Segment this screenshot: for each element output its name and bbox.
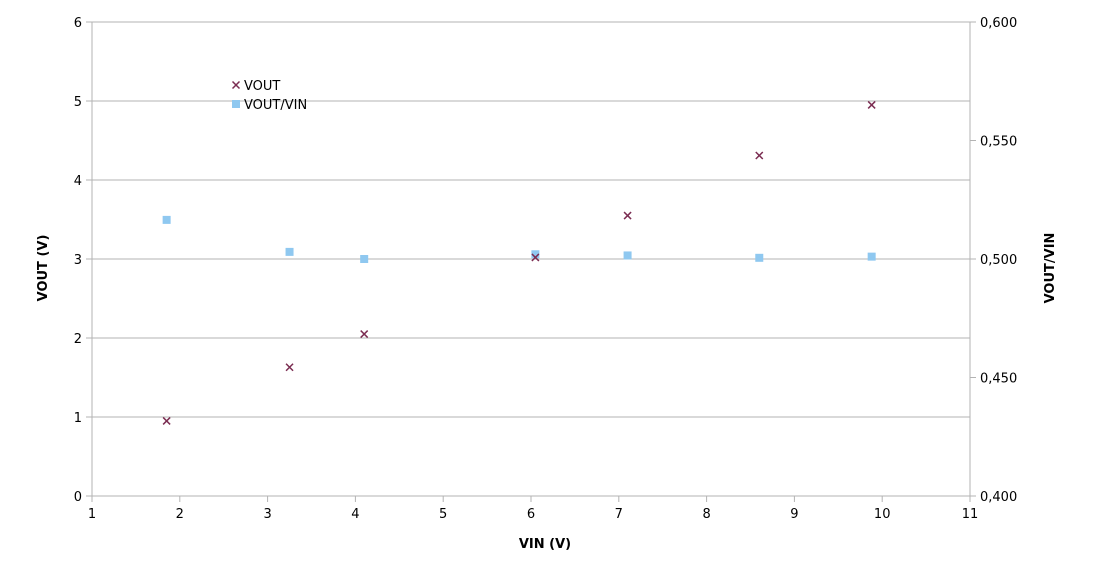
y-tick-label: 3 [74, 253, 82, 268]
grid-lines [92, 21, 970, 418]
x-tick-label: 11 [962, 507, 979, 522]
x-tick-label: 9 [790, 507, 798, 522]
vout-vin-point [867, 252, 876, 261]
x-tick-label: 7 [615, 507, 623, 522]
y2-tick-labels: 0,400 0,450 0,500 0,550 0,600 [980, 16, 1017, 505]
legend-label: VOUT [244, 79, 280, 94]
data-points [162, 100, 876, 425]
y-tick-label: 5 [74, 95, 82, 110]
y-tick-label: 6 [74, 16, 82, 31]
vout-point [623, 211, 632, 220]
legend-label: VOUT/VIN [244, 98, 307, 113]
y2-tick-label: 0,450 [980, 372, 1017, 387]
x-tick-label: 4 [351, 507, 359, 522]
y2-tick-label: 0,500 [980, 253, 1017, 268]
vout-vin-point [755, 253, 764, 262]
axes [86, 21, 976, 502]
legend-marker [232, 100, 240, 108]
y2-tick-label: 0,600 [980, 16, 1017, 31]
legend-marker [231, 80, 241, 90]
vout-vin-point [162, 215, 171, 224]
y2-tick-label: 0,550 [980, 135, 1017, 150]
vout-point [162, 416, 171, 425]
x-tick-label: 8 [702, 507, 710, 522]
x-tick-label: 2 [176, 507, 184, 522]
y-tick-label: 2 [74, 332, 82, 347]
vout-vin-point [531, 250, 540, 259]
vout-point [755, 151, 764, 160]
vout-vin-point [623, 251, 632, 260]
x-axis-title: VIN (V) [519, 537, 571, 552]
x-tick-labels: 1 2 3 4 5 6 7 8 9 10 11 [88, 507, 978, 522]
vout-point [285, 363, 294, 372]
y-axis-title: VOUT (V) [36, 235, 51, 302]
x-tick-label: 6 [527, 507, 535, 522]
x-tick-label: 5 [439, 507, 447, 522]
y-tick-labels: 0 1 2 3 4 5 6 [74, 16, 82, 505]
vout-point [531, 253, 540, 262]
y-tick-label: 0 [74, 490, 82, 505]
y2-axis-title: VOUT/VIN [1043, 233, 1058, 304]
x-tick-label: 1 [88, 507, 96, 522]
vout-vin-point [285, 247, 294, 256]
x-tick-label: 3 [263, 507, 271, 522]
vout-point [867, 100, 876, 109]
y-tick-label: 4 [74, 174, 82, 189]
y2-tick-label: 0,400 [980, 490, 1017, 505]
y-tick-label: 1 [74, 411, 82, 426]
vout-point [360, 330, 369, 339]
legend: VOUT VOUT/VIN [231, 79, 307, 113]
vout-vin-point [360, 255, 369, 263]
x-tick-label: 10 [874, 507, 891, 522]
